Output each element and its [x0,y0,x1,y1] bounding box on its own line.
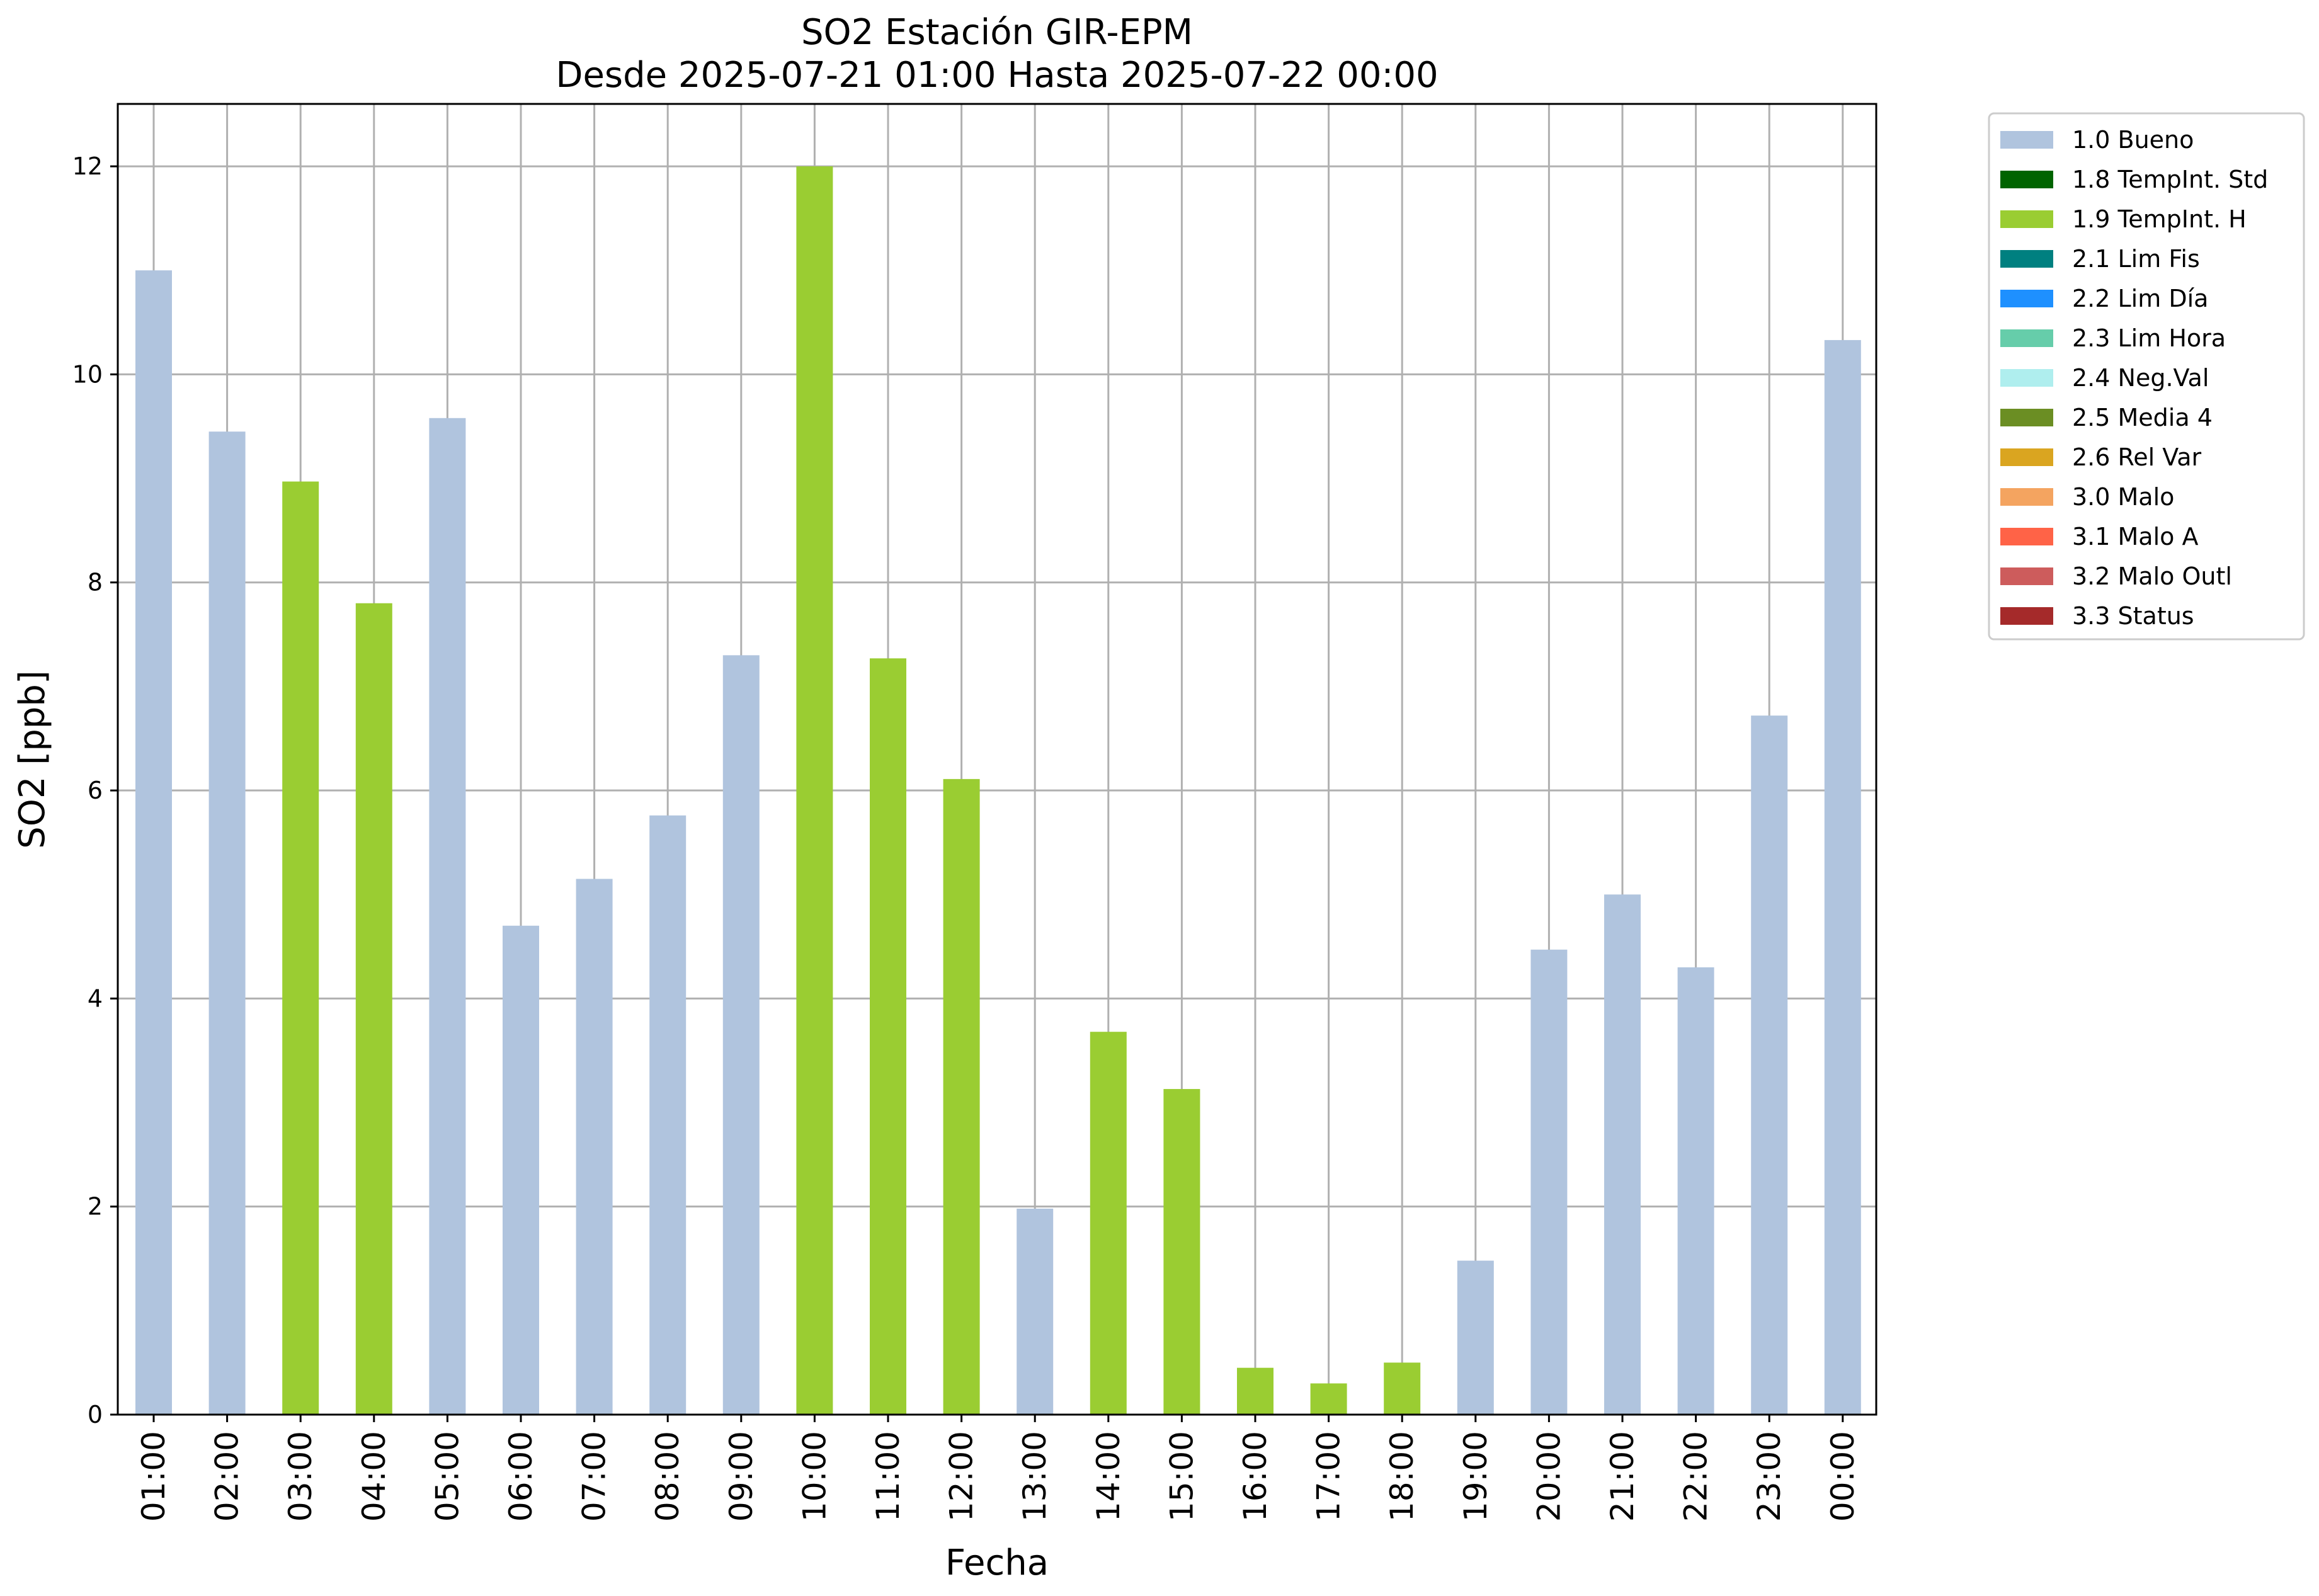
bar-1100 [870,658,906,1415]
legend-swatch [2000,448,2053,466]
bar-1600 [1237,1367,1273,1415]
y-tick-label: 4 [88,984,103,1012]
bar-0600 [503,925,539,1415]
legend-swatch [2000,329,2053,347]
x-tick-label: 17:00 [1311,1431,1347,1522]
legend-label: 2.4 Neg.Val [2072,364,2209,392]
x-tick-label: 19:00 [1457,1431,1494,1522]
x-tick-label: 22:00 [1678,1431,1714,1522]
bar-1200 [943,778,980,1415]
x-tick-label: 11:00 [870,1431,906,1522]
legend-swatch [2000,171,2053,188]
x-tick-label: 16:00 [1237,1431,1273,1522]
x-tick-label: 06:00 [503,1431,539,1522]
legend-swatch [2000,567,2053,585]
bar-1000 [796,166,833,1415]
legend-label: 2.1 Lim Fis [2072,245,2200,273]
legend-swatch [2000,290,2053,307]
bar-0800 [649,815,687,1415]
legend-label: 3.0 Malo [2072,483,2174,511]
legend-label: 2.2 Lim Día [2072,285,2208,312]
legend-label: 3.3 Status [2072,602,2194,630]
legend-swatch [2000,210,2053,228]
x-tick-label: 09:00 [723,1431,760,1522]
legend-swatch [2000,369,2053,387]
x-tick-label: 02:00 [209,1431,246,1522]
bar-1900 [1457,1260,1494,1415]
bar-2100 [1604,894,1641,1415]
bar-0200 [208,431,246,1415]
legend-label: 1.8 TempInt. Std [2072,166,2268,193]
axis-ticks: 0 2 4 6 8 10 12 01:00 02:00 03:00 04:00 05:00 06:00 0… [72,152,1861,1522]
legend-swatch [2000,488,2053,506]
x-tick-label: 21:00 [1604,1431,1641,1522]
bar-1500 [1163,1089,1200,1415]
legend-swatch [2000,250,2053,268]
bar-0500 [429,418,466,1415]
legend-label: 2.6 Rel Var [2072,443,2202,471]
bar-0900 [722,655,760,1415]
chart-subtitle: Desde 2025-07-21 01:00 Hasta 2025-07-22 … [556,55,1438,96]
x-tick-label: 00:00 [1825,1431,1861,1522]
bar-2000 [1530,949,1568,1415]
bar-0700 [576,879,613,1415]
y-tick-label: 12 [72,152,103,180]
bar-2300 [1751,715,1788,1415]
bar-0100 [135,270,172,1415]
legend: 1.0 Bueno 1.8 TempInt. Std 1.9 TempInt. H 2… [1988,112,2305,641]
x-tick-label: 03:00 [282,1431,319,1522]
legend-label: 2.3 Lim Hora [2072,324,2226,352]
plot-frame [117,103,1877,1416]
y-tick-label: 2 [88,1193,103,1221]
bar-1300 [1017,1208,1054,1415]
x-tick-label: 08:00 [649,1431,686,1522]
x-tick-label: 05:00 [429,1431,465,1522]
legend-swatch [2000,409,2053,426]
bar-0400 [355,603,392,1415]
x-axis-label: Fecha [945,1542,1049,1583]
x-tick-label: 18:00 [1384,1431,1420,1522]
legend-label: 3.1 Malo A [2072,523,2198,550]
x-tick-label: 13:00 [1017,1431,1053,1522]
legend-swatch [2000,131,2053,149]
y-axis-label: SO2 [ppb] [12,670,53,848]
legend-items: 1.0 Bueno 1.8 TempInt. Std 1.9 TempInt. H 2… [2000,126,2268,630]
x-tick-label: 04:00 [356,1431,392,1522]
legend-label: 1.0 Bueno [2072,126,2194,154]
legend-label: 3.2 Malo Outl [2072,562,2232,590]
legend-swatch [2000,528,2053,545]
x-tick-label: 10:00 [796,1431,833,1522]
bar-0000 [1824,339,1861,1415]
bar-2200 [1677,967,1714,1415]
legend-frame [1988,112,2305,641]
bar-1400 [1090,1032,1127,1415]
x-tick-label: 12:00 [943,1431,980,1522]
legend-label: 2.5 Media 4 [2072,404,2213,431]
x-tick-label: 15:00 [1163,1431,1200,1522]
legend-label: 1.9 TempInt. H [2072,205,2247,233]
bar-1700 [1310,1383,1347,1415]
x-tick-label: 20:00 [1530,1431,1567,1522]
x-tick-label: 07:00 [576,1431,613,1522]
legend-swatch [2000,607,2053,625]
bar-1800 [1384,1362,1421,1415]
bar-0300 [282,481,319,1415]
x-tick-label: 14:00 [1090,1431,1127,1522]
y-tick-label: 6 [88,777,103,804]
y-tick-label: 0 [88,1401,103,1428]
y-tick-label: 10 [72,360,103,388]
x-tick-label: 01:00 [135,1431,172,1522]
bars [135,166,1861,1415]
y-tick-label: 8 [88,569,103,596]
x-tick-label: 23:00 [1751,1431,1787,1522]
chart-title: SO2 Estación GIR-EPM [801,12,1193,53]
